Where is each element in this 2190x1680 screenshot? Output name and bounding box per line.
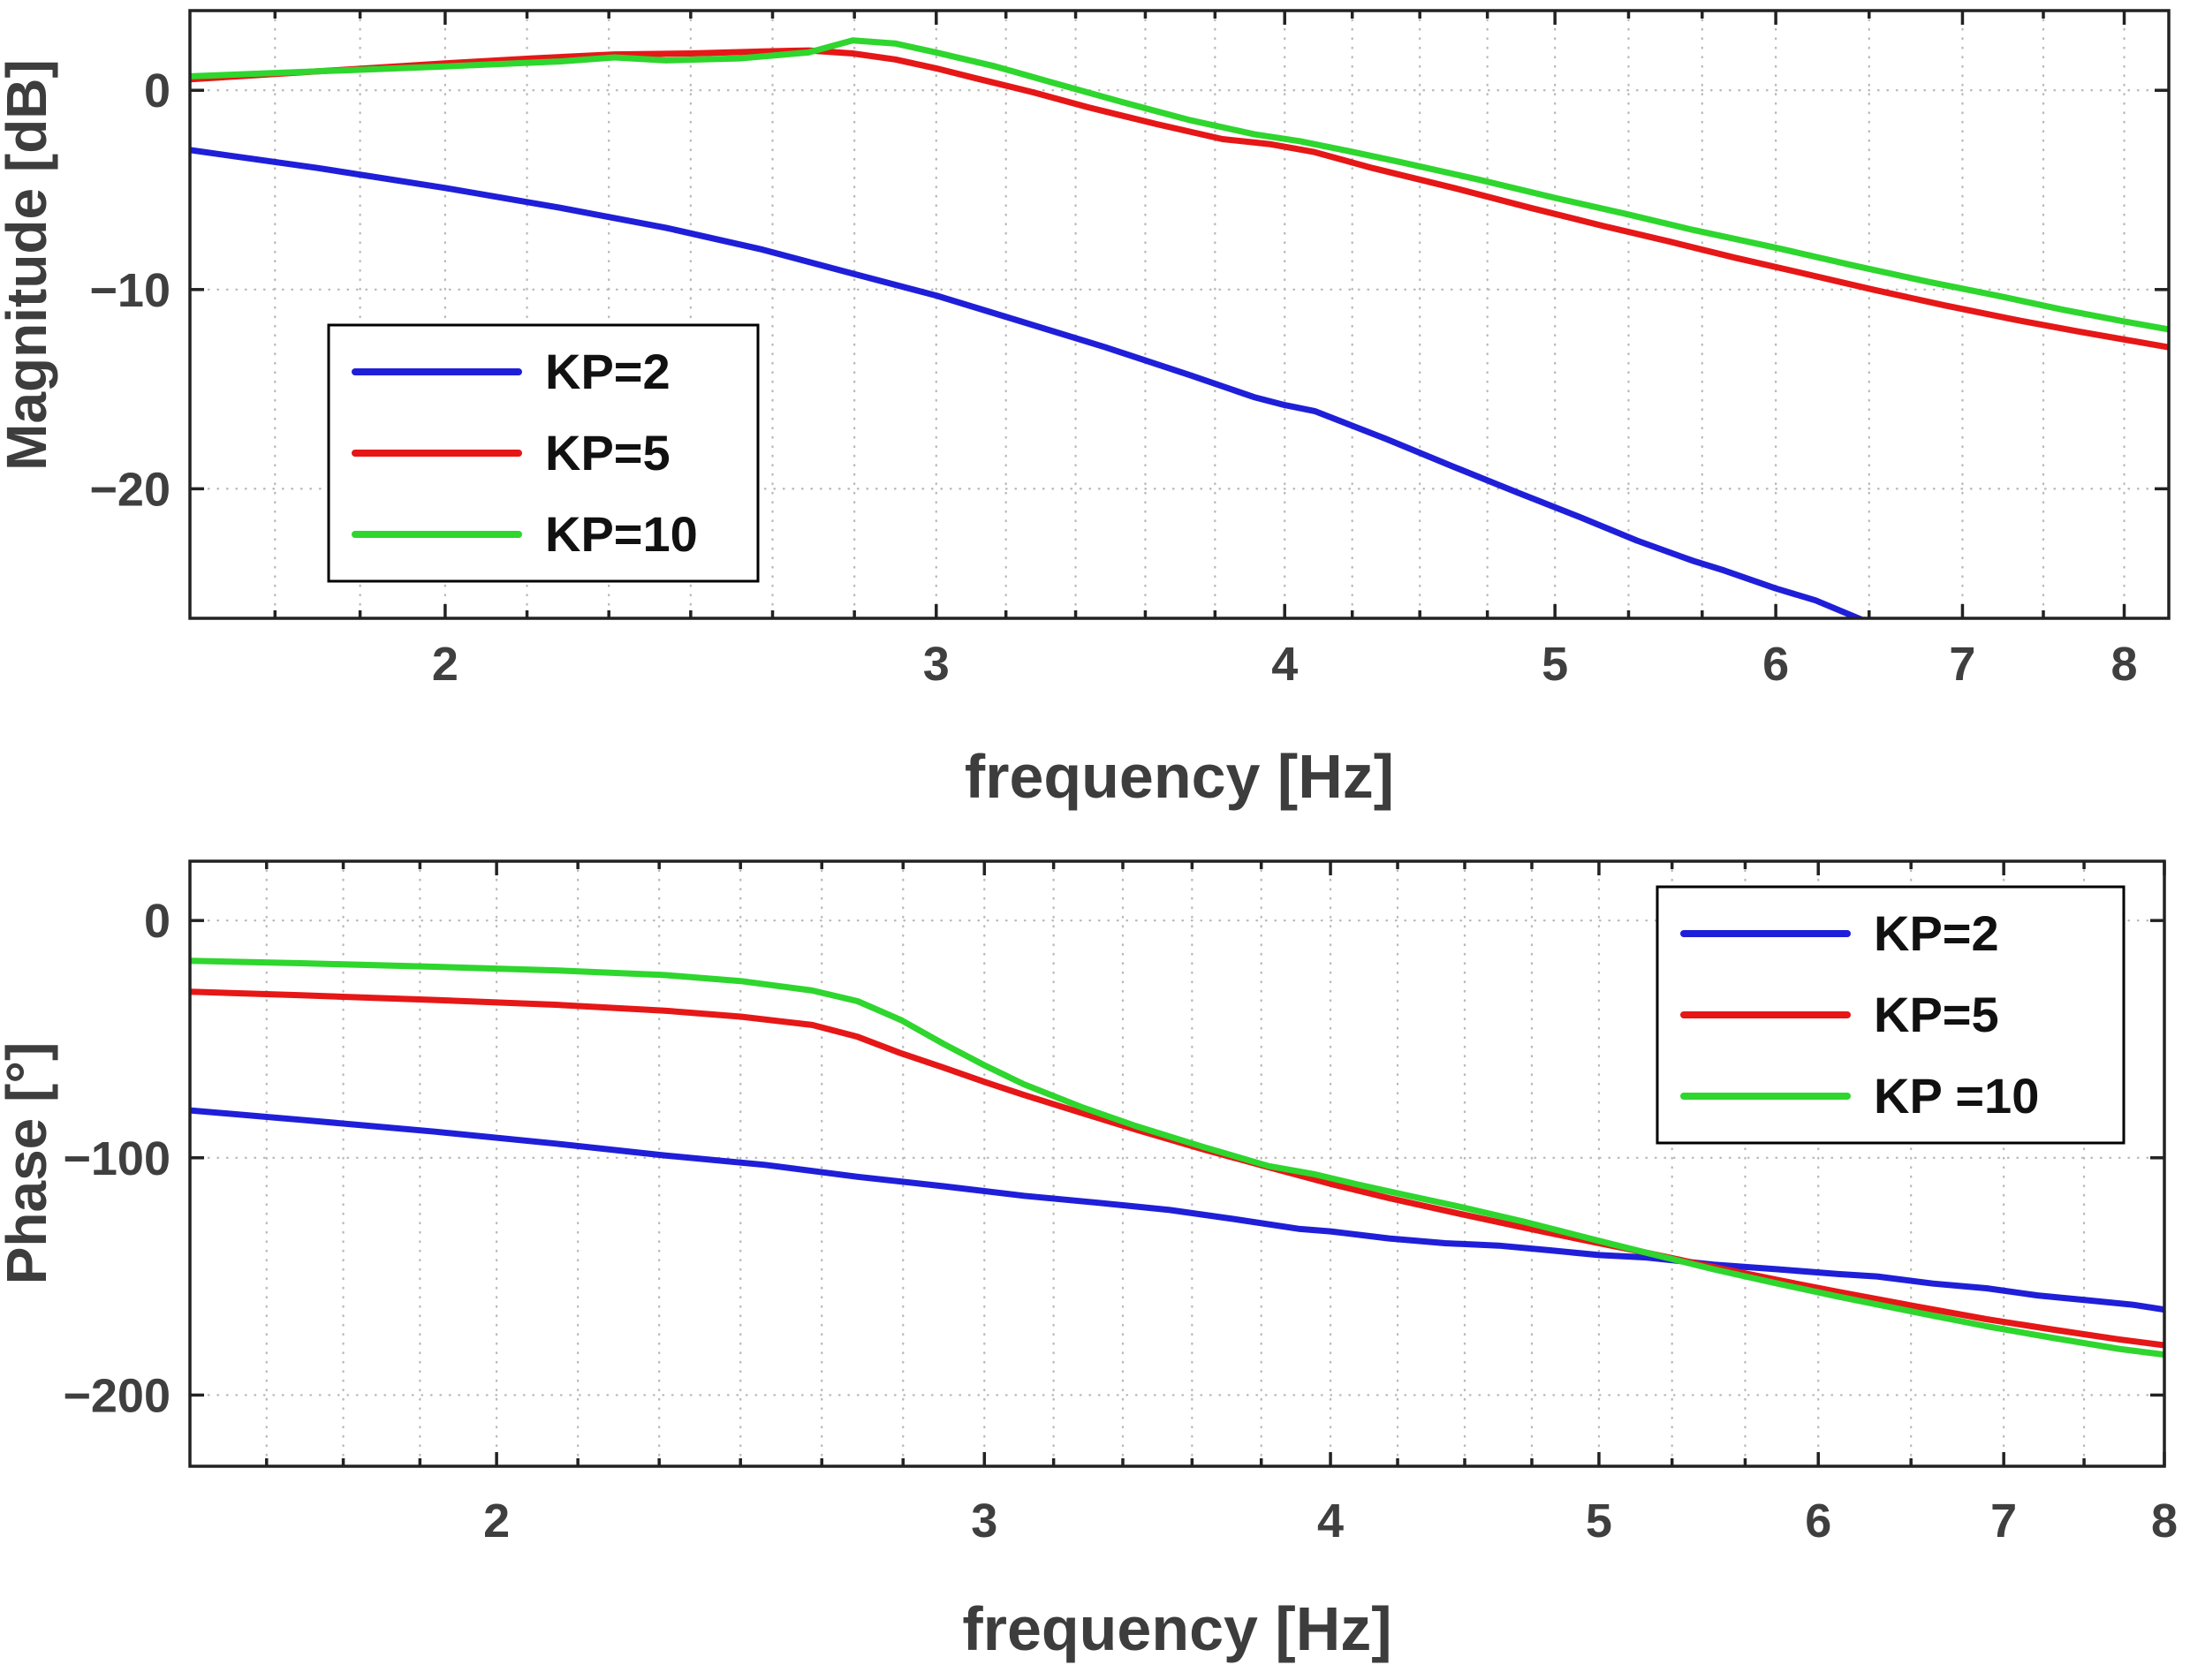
legend: KP=2 KP=5 KP=10 bbox=[327, 323, 760, 583]
series-line-KP=2 bbox=[190, 1107, 2164, 1313]
y-axis-label: Phase [°] bbox=[0, 1042, 58, 1285]
y-axis-label: Magnitude [dB] bbox=[0, 59, 58, 471]
legend-label: KP=5 bbox=[1874, 987, 1999, 1042]
x-tick-label: 6 bbox=[1805, 1495, 1831, 1548]
axes-box bbox=[188, 9, 2171, 620]
x-tick-label: 8 bbox=[2151, 1495, 2178, 1548]
legend-label: KP=10 bbox=[545, 506, 698, 562]
axes-box bbox=[188, 859, 2166, 1468]
series-line-KP=10 bbox=[190, 37, 2169, 333]
x-tick-label: 5 bbox=[1542, 638, 1568, 691]
series-group bbox=[190, 37, 2169, 618]
series-line-KP=10 bbox=[190, 957, 2164, 1358]
x-tick-label: 7 bbox=[1949, 638, 1975, 691]
x-tick-label: 2 bbox=[432, 638, 458, 691]
series-group bbox=[190, 957, 2164, 1358]
chart-phase: 2 3 4 5 6 7 8 0 −100 −200 frequency [Hz] Phase [°] K… bbox=[0, 859, 2178, 1663]
x-tick-label: 6 bbox=[1762, 638, 1789, 691]
x-tick-label: 2 bbox=[483, 1495, 510, 1548]
x-tick-label: 4 bbox=[1317, 1495, 1344, 1548]
y-tick-label: −100 bbox=[63, 1132, 171, 1185]
legend-label: KP=5 bbox=[545, 425, 671, 481]
x-tick-label: 5 bbox=[1586, 1495, 1612, 1548]
x-tick-label: 8 bbox=[2111, 638, 2138, 691]
series-line-KP=5 bbox=[190, 47, 2169, 351]
y-tick-label: −200 bbox=[63, 1369, 171, 1422]
y-tick-label: −10 bbox=[89, 264, 171, 317]
x-tick-label: 7 bbox=[1990, 1495, 2017, 1548]
legend-label: KP =10 bbox=[1874, 1068, 2039, 1124]
x-tick-label: 3 bbox=[923, 638, 950, 691]
series-line-KP=2 bbox=[190, 147, 1866, 618]
x-tick-label: 4 bbox=[1271, 638, 1298, 691]
legend-label: KP=2 bbox=[545, 344, 671, 399]
y-tick-label: −20 bbox=[89, 463, 171, 516]
legend: KP=2 KP=5 KP =10 bbox=[1656, 885, 2126, 1145]
chart-magnitude: 2 3 4 5 6 7 8 0 −10 −20 frequency [Hz] Magnitude [d… bbox=[0, 9, 2171, 811]
x-axis-label: frequency [Hz] bbox=[962, 1594, 1391, 1663]
legend-label: KP=2 bbox=[1874, 905, 1999, 961]
y-tick-label: 0 bbox=[144, 64, 171, 117]
x-tick-label: 3 bbox=[971, 1495, 997, 1548]
y-tick-label: 0 bbox=[144, 895, 171, 948]
x-axis-label: frequency [Hz] bbox=[965, 742, 1394, 811]
